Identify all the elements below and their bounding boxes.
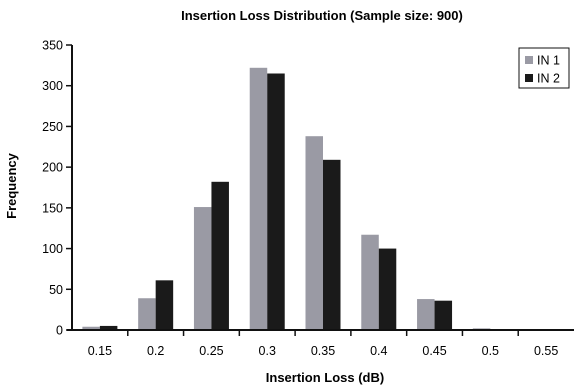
- x-tick-label: 0.25: [199, 344, 223, 358]
- bar-in-2-0.3: [267, 73, 285, 330]
- bar-in-2-0.15: [99, 325, 118, 330]
- x-tick-label: 0.15: [88, 344, 112, 358]
- x-tick-label: 0.45: [422, 344, 446, 358]
- bar-in-1-0.25: [193, 207, 212, 330]
- x-tick-label: 0.5: [482, 344, 499, 358]
- legend-label-in-2: IN 2: [537, 72, 560, 86]
- bar-in-1-0.4: [361, 234, 379, 330]
- legend-swatch-in-1: [525, 56, 533, 64]
- bar-in-2-0.2: [155, 280, 174, 330]
- bar-in-2-0.25: [211, 181, 229, 330]
- legend: IN 1 IN 2: [518, 47, 570, 89]
- x-tick-label: 0.3: [259, 344, 276, 358]
- chart-title: Insertion Loss Distribution (Sample size…: [181, 8, 463, 23]
- bar-in-1-0.45: [417, 299, 435, 330]
- y-tick-label: 300: [42, 79, 63, 93]
- bar-in-1-0.3: [249, 67, 268, 331]
- y-tick-label: 250: [42, 120, 63, 134]
- bar-in-1-0.15: [82, 326, 100, 330]
- y-tick-label: 100: [42, 242, 63, 256]
- bars-layer: [82, 67, 508, 331]
- x-tick-labels: 0.15 0.2 0.25 0.3 0.35 0.4 0.45 0.5 0.55: [88, 344, 559, 358]
- y-tick-label: 0: [56, 324, 63, 338]
- y-tick-label: 200: [42, 161, 63, 175]
- axes-layer: [66, 44, 574, 336]
- x-tick-label: 0.2: [147, 344, 164, 358]
- x-tick-label: 0.35: [311, 344, 335, 358]
- bar-in-2-0.4: [378, 248, 397, 330]
- legend-swatch-in-2: [525, 74, 533, 82]
- x-tick-label: 0.4: [370, 344, 387, 358]
- y-axis-label: Frequency: [4, 152, 19, 219]
- bar-in-2-0.45: [434, 300, 453, 330]
- x-axis-label: Insertion Loss (dB): [266, 370, 384, 385]
- y-tick-label: 50: [49, 283, 63, 297]
- y-tick-label: 350: [42, 39, 63, 53]
- bar-in-1-0.35: [305, 136, 323, 330]
- y-tick-labels: 0 50 100 150 200 250 300 350: [42, 39, 63, 338]
- legend-label-in-1: IN 1: [537, 54, 560, 68]
- y-tick-label: 150: [42, 201, 63, 215]
- bar-in-2-0.35: [323, 159, 341, 330]
- x-tick-label: 0.55: [534, 344, 558, 358]
- bar-in-1-0.2: [138, 298, 156, 330]
